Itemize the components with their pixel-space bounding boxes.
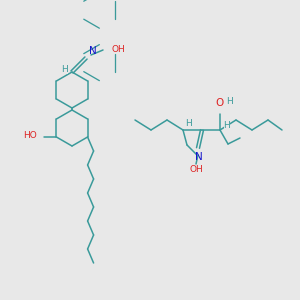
Text: OH: OH — [189, 166, 203, 175]
Text: HO: HO — [23, 131, 36, 140]
Text: OH: OH — [112, 44, 126, 53]
Text: H: H — [184, 118, 191, 127]
Text: N: N — [195, 152, 203, 162]
Text: N: N — [89, 46, 97, 56]
Text: O: O — [216, 98, 224, 108]
Text: H: H — [226, 97, 233, 106]
Text: H: H — [61, 64, 68, 74]
Text: H: H — [224, 121, 230, 130]
